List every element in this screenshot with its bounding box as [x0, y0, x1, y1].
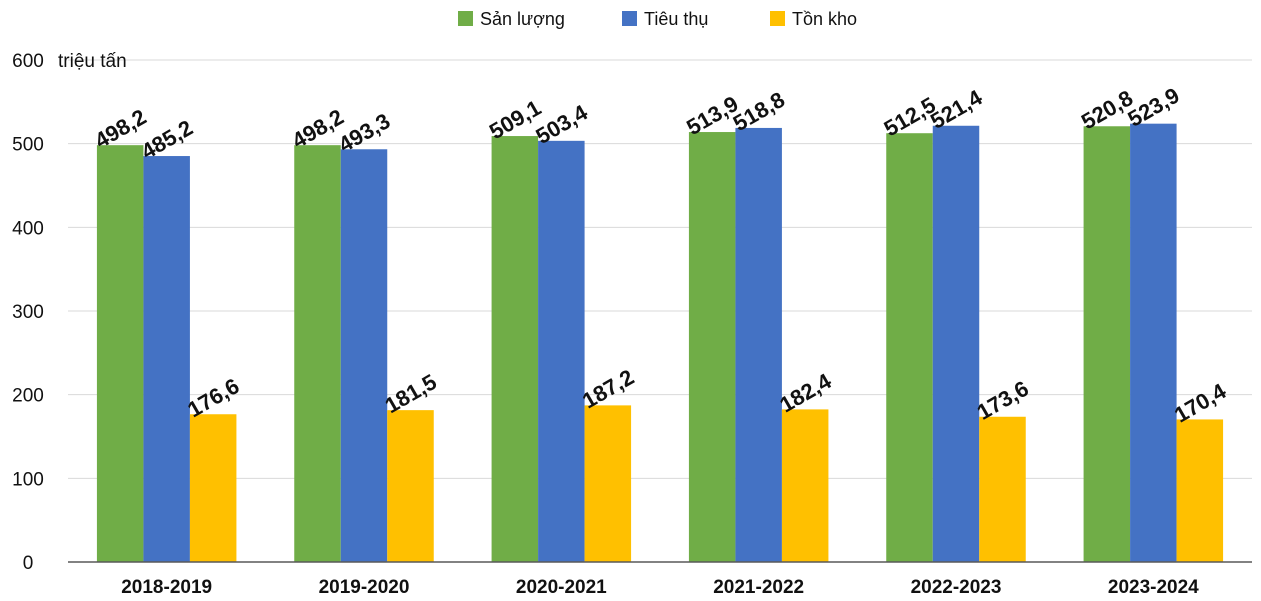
- bar: [584, 405, 632, 562]
- bar: [979, 416, 1026, 562]
- y-axis-unit: triệu tấn: [58, 51, 127, 72]
- bar: [143, 156, 190, 563]
- y-tick-label: 300: [12, 302, 44, 323]
- gridlines: [68, 59, 1252, 479]
- y-axis-ticks: 0 100 200 300 400 500 600: [12, 51, 44, 574]
- y-tick-label: 100: [12, 469, 44, 490]
- bars: [96, 123, 1224, 563]
- legend-swatch: [622, 11, 637, 26]
- bar: [387, 410, 434, 562]
- y-tick-label: 600: [12, 51, 44, 72]
- legend-label: Tồn kho: [792, 9, 857, 29]
- bar: [96, 145, 144, 562]
- bar: [1083, 126, 1131, 562]
- bar: [294, 145, 341, 562]
- legend-label: Tiêu thụ: [644, 9, 708, 29]
- y-tick-label: 0: [23, 553, 34, 574]
- y-tick-label: 200: [12, 386, 44, 407]
- data-labels: 498,2485,2176,6498,2493,3181,5509,1503,4…: [90, 83, 1231, 428]
- legend-swatch: [458, 11, 473, 26]
- x-category-label: 2023-2024: [1108, 577, 1199, 598]
- bar: [1176, 419, 1224, 562]
- bar: [886, 133, 933, 563]
- x-axis-categories: 2018-2019 2019-2020 2020-2021 2021-2022 2022…: [121, 577, 1199, 598]
- bar: [781, 409, 829, 562]
- x-category-label: 2019-2020: [319, 577, 410, 598]
- bar: [491, 136, 539, 563]
- bar: [189, 414, 237, 562]
- bar: [688, 132, 736, 563]
- bar: [1130, 123, 1177, 562]
- bar: [538, 140, 585, 562]
- legend-label: Sản lượng: [480, 9, 565, 29]
- legend-swatch: [770, 11, 785, 26]
- y-tick-label: 500: [12, 135, 44, 156]
- x-category-label: 2018-2019: [121, 577, 212, 598]
- legend: Sản lượng Tiêu thụ Tồn kho: [458, 9, 857, 29]
- bar: [340, 149, 388, 562]
- bar: [735, 127, 782, 563]
- x-category-label: 2022-2023: [911, 577, 1002, 598]
- x-category-label: 2021-2022: [713, 577, 804, 598]
- y-tick-label: 400: [12, 218, 44, 239]
- bar: [932, 125, 980, 563]
- x-category-label: 2020-2021: [516, 577, 607, 598]
